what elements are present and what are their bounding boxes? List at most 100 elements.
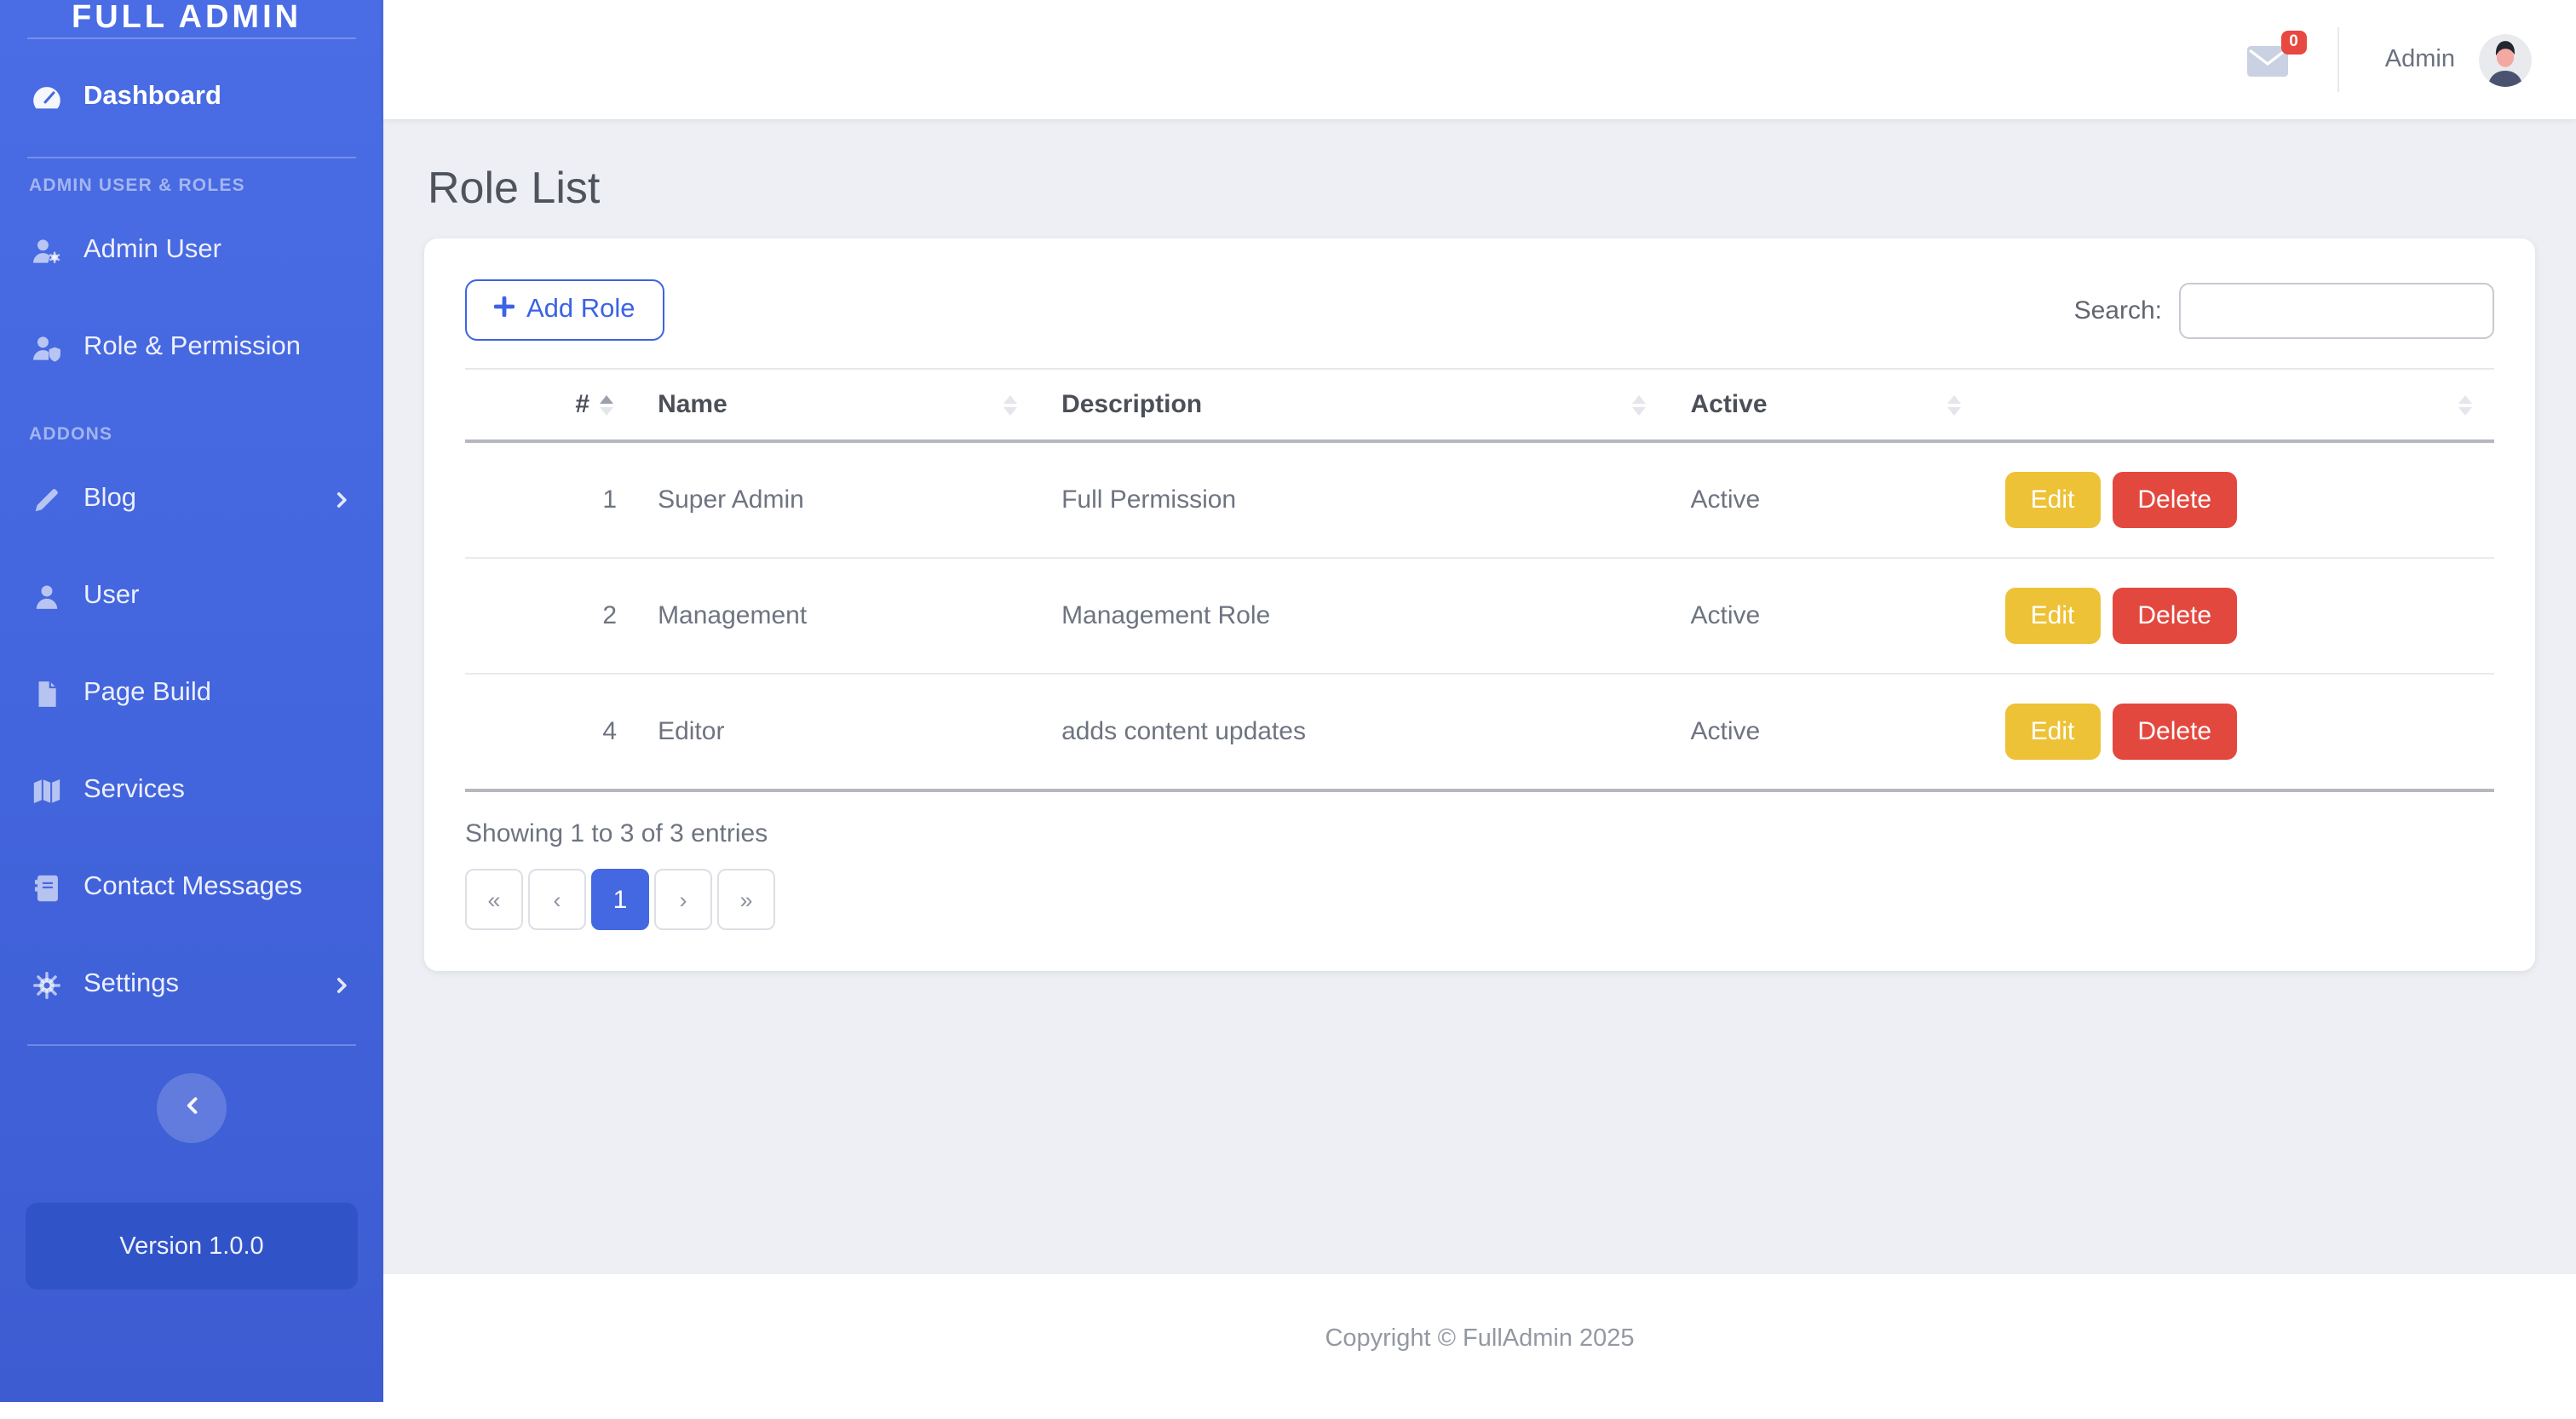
sidebar-item-settings[interactable]: Settings xyxy=(14,947,370,1022)
delete-button[interactable]: Delete xyxy=(2112,704,2238,760)
cell-num: 4 xyxy=(465,674,636,792)
cell-description: adds content updates xyxy=(1039,674,1669,792)
sidebar-item-label: Dashboard xyxy=(83,82,221,111)
sidebar-item-services[interactable]: Services xyxy=(14,753,370,828)
sidebar-item-label: Settings xyxy=(83,969,180,998)
topbar-divider xyxy=(2337,27,2339,92)
sidebar-item-label: Blog xyxy=(83,484,137,513)
column-header-name[interactable]: Name xyxy=(635,369,1040,443)
card-toolbar: Add Role Search: xyxy=(465,279,2494,341)
sidebar: FULL ADMIN Dashboard ADMIN USER & ROLES … xyxy=(0,0,383,1402)
tachometer-icon xyxy=(29,80,63,114)
role-table: # Name Description Active xyxy=(465,368,2494,792)
sidebar-item-blog[interactable]: Blog xyxy=(14,462,370,537)
sidebar-collapse-button[interactable] xyxy=(157,1073,227,1143)
sidebar-nav: Dashboard ADMIN USER & ROLES Admin User … xyxy=(0,39,383,1044)
pagination-next-button[interactable]: › xyxy=(654,869,712,930)
sidebar-item-label: Services xyxy=(83,775,185,804)
sidebar-item-label: Contact Messages xyxy=(83,872,302,901)
sidebar-divider xyxy=(27,37,356,39)
user-shield-icon xyxy=(29,330,63,365)
table-header-row: # Name Description Active xyxy=(465,369,2494,443)
cell-name: Editor xyxy=(635,674,1040,792)
plus-icon xyxy=(493,295,515,325)
copyright-text: Copyright © FullAdmin 2025 xyxy=(1325,1324,1635,1352)
sidebar-section-addons: ADDONS xyxy=(29,424,113,445)
sidebar-item-label: User xyxy=(83,581,140,610)
footer: Copyright © FullAdmin 2025 xyxy=(383,1274,2576,1402)
sidebar-item-admin-user[interactable]: Admin User xyxy=(14,213,370,288)
sidebar-divider xyxy=(27,1044,356,1046)
content: Role List Add Role Search: xyxy=(383,119,2576,1274)
add-role-label: Add Role xyxy=(526,295,635,324)
sort-carets-icon xyxy=(1632,394,1647,415)
pagination-last-button[interactable]: » xyxy=(717,869,775,930)
cell-num: 1 xyxy=(465,441,636,559)
role-list-card: Add Role Search: # xyxy=(424,238,2535,971)
column-header-description[interactable]: Description xyxy=(1039,369,1669,443)
main-area: 0 Admin Role List Add Role xyxy=(383,0,2576,1402)
user-icon xyxy=(29,579,63,613)
edit-button[interactable]: Edit xyxy=(2004,704,2101,760)
sidebar-item-dashboard[interactable]: Dashboard xyxy=(14,60,370,135)
pagination-page-1-button[interactable]: 1 xyxy=(591,869,649,930)
avatar[interactable] xyxy=(2479,33,2532,86)
sidebar-item-label: Admin User xyxy=(83,235,221,264)
sidebar-bottom: Version 1.0.0 xyxy=(0,1044,383,1419)
chevron-left-icon xyxy=(180,1094,204,1123)
column-header-active[interactable]: Active xyxy=(1668,369,1983,443)
sidebar-item-contact-messages[interactable]: Contact Messages xyxy=(14,850,370,925)
search-area: Search: xyxy=(2074,282,2494,338)
address-book-icon xyxy=(29,870,63,905)
edit-button[interactable]: Edit xyxy=(2004,588,2101,644)
sidebar-item-label: Role & Permission xyxy=(83,332,301,361)
table-row: 2 Management Management Role Active Edit… xyxy=(465,558,2494,675)
delete-button[interactable]: Delete xyxy=(2112,588,2238,644)
user-name[interactable]: Admin xyxy=(2384,46,2455,73)
envelope-icon xyxy=(2246,46,2291,77)
sidebar-section-admin: ADMIN USER & ROLES xyxy=(29,175,245,196)
topbar: 0 Admin xyxy=(383,0,2576,119)
sort-carets-icon xyxy=(600,394,614,415)
user-gear-icon xyxy=(29,233,63,267)
column-header-actions[interactable] xyxy=(1982,369,2494,443)
search-label: Search: xyxy=(2073,296,2162,325)
sidebar-divider xyxy=(27,157,356,158)
sort-carets-icon xyxy=(2458,394,2472,415)
cell-name: Management xyxy=(635,558,1040,675)
pagination-first-button[interactable]: « xyxy=(465,869,523,930)
add-role-button[interactable]: Add Role xyxy=(465,279,664,341)
table-row: 4 Editor adds content updates Active Edi… xyxy=(465,674,2494,792)
pen-icon xyxy=(29,482,63,516)
brand-logo[interactable]: FULL ADMIN xyxy=(72,0,302,36)
column-header-num[interactable]: # xyxy=(465,369,636,443)
page-title: Role List xyxy=(428,162,601,213)
chevron-right-icon xyxy=(331,488,353,510)
cell-num: 2 xyxy=(465,558,636,675)
entries-summary: Showing 1 to 3 of 3 entries xyxy=(465,819,768,848)
search-input[interactable] xyxy=(2179,282,2494,338)
cell-description: Full Permission xyxy=(1039,441,1669,559)
table-row: 1 Super Admin Full Permission Active Edi… xyxy=(465,441,2494,559)
sort-carets-icon xyxy=(1003,394,1018,415)
cell-active: Active xyxy=(1668,558,1983,675)
map-icon xyxy=(29,773,63,807)
mail-badge: 0 xyxy=(2280,31,2307,54)
gear-icon xyxy=(29,968,63,1002)
cell-active: Active xyxy=(1668,441,1983,559)
sidebar-item-role-permission[interactable]: Role & Permission xyxy=(14,310,370,385)
file-icon xyxy=(29,676,63,710)
version-badge: Version 1.0.0 xyxy=(26,1203,358,1290)
mail-button[interactable]: 0 xyxy=(2246,31,2307,77)
sort-carets-icon xyxy=(1946,394,1961,415)
sidebar-item-user[interactable]: User xyxy=(14,559,370,634)
delete-button[interactable]: Delete xyxy=(2112,472,2238,528)
cell-name: Super Admin xyxy=(635,441,1040,559)
pagination: « ‹ 1 › » xyxy=(465,869,2494,930)
chevron-right-icon xyxy=(331,974,353,996)
pagination-previous-button[interactable]: ‹ xyxy=(528,869,586,930)
edit-button[interactable]: Edit xyxy=(2004,472,2101,528)
cell-description: Management Role xyxy=(1039,558,1669,675)
sidebar-item-page-build[interactable]: Page Build xyxy=(14,656,370,731)
